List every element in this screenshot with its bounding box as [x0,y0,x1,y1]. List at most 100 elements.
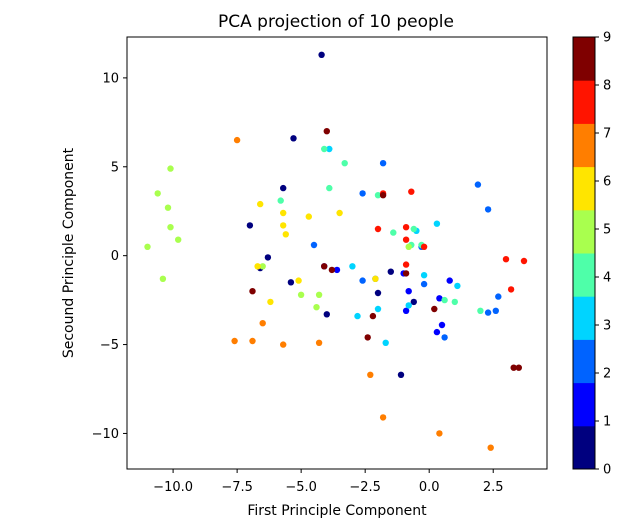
data-point-61 [144,243,151,250]
colorbar-tick-label: 8 [603,79,611,94]
colorbar-frame [572,36,596,470]
data-point-22 [359,190,366,197]
data-point-63 [259,263,266,270]
data-point-76 [295,277,302,284]
colorbar-segment-0 [573,425,595,470]
colorbar-tick-label: 9 [603,31,611,46]
colorbar-tick-label: 0 [603,463,611,478]
data-point-15 [405,288,412,295]
data-point-32 [495,293,502,300]
data-point-50 [410,225,417,233]
data-point-44 [277,197,284,204]
data-point-60 [175,236,182,243]
colorbar-tick-label: 4 [603,271,611,286]
data-point-16 [436,295,443,302]
scatter-points [144,51,528,451]
colorbar-segment-9 [573,37,595,81]
data-point-94 [402,261,410,268]
data-point-99 [379,192,387,199]
colorbar-tick-label: 2 [603,367,611,382]
data-point-92 [402,236,410,243]
y-axis-label: Secound Principle Component [61,147,77,358]
data-point-85 [379,414,387,421]
colorbar-segment-3 [573,296,595,340]
data-point-48 [374,192,382,199]
data-point-27 [420,280,428,288]
data-point-38 [374,305,382,313]
data-point-57 [154,190,161,197]
data-point-93 [420,243,428,250]
data-point-91 [402,224,410,231]
data-point-1 [290,135,297,142]
data-point-84 [367,371,374,378]
data-point-49 [390,229,397,236]
colorbar-segment-8 [573,80,595,124]
data-point-45 [321,145,328,153]
data-point-108 [515,364,522,371]
data-point-42 [454,282,461,290]
data-point-37 [405,302,412,309]
data-point-43 [420,272,428,279]
data-point-78 [233,136,241,144]
data-point-28 [359,277,366,284]
data-point-105 [369,312,377,320]
plot-frame [126,36,548,470]
x-tick-label: 2.5 [483,480,504,495]
y-tick-label: −5 [100,338,119,353]
data-point-102 [402,270,410,277]
data-point-25 [310,241,318,249]
data-point-62 [159,275,167,282]
data-point-83 [315,339,323,346]
data-point-21 [379,160,387,167]
data-point-4 [264,254,272,261]
data-point-46 [341,160,348,167]
data-point-100 [321,263,328,270]
colorbar-tick-label: 6 [603,175,611,190]
data-point-39 [354,312,361,320]
data-point-19 [446,277,453,284]
data-point-7 [323,311,330,318]
data-point-8 [387,268,394,275]
colorbar-segment-6 [573,166,595,211]
data-point-6 [287,279,295,286]
colorbar-segment-1 [573,382,595,427]
data-point-87 [487,444,494,451]
data-point-69 [280,209,287,217]
data-point-79 [259,320,266,327]
data-point-66 [313,304,320,311]
x-tick-label: −2.5 [349,480,381,495]
data-point-10 [410,298,417,306]
x-tick-label: −5.0 [285,480,317,495]
data-point-11 [397,371,405,378]
data-point-55 [477,307,484,314]
data-point-86 [436,430,443,437]
data-point-0 [318,51,325,58]
colorbar-segment-5 [573,209,595,254]
data-point-96 [520,257,528,265]
data-point-56 [167,165,174,172]
data-point-9 [374,289,382,297]
data-point-34 [326,145,333,153]
data-point-29 [441,334,448,341]
data-point-17 [438,321,446,329]
data-point-104 [431,305,438,313]
data-point-107 [510,364,517,371]
data-point-67 [405,243,412,250]
data-point-71 [282,231,289,238]
y-tick-label: 0 [111,249,119,264]
data-point-40 [382,339,389,346]
data-point-80 [231,337,238,345]
colorbar-segment-7 [573,123,595,168]
data-point-58 [164,204,172,211]
colorbar-tick-label: 3 [603,319,611,334]
data-point-90 [374,225,382,233]
data-point-23 [474,181,482,188]
data-point-81 [249,337,256,345]
data-point-2 [280,184,287,192]
data-point-101 [328,266,336,274]
colorbar-tick-label: 5 [603,223,611,238]
data-point-13 [333,266,341,274]
y-tick-label: −10 [92,427,119,442]
y-axis: −10 −5 0 5 10 [92,71,127,442]
